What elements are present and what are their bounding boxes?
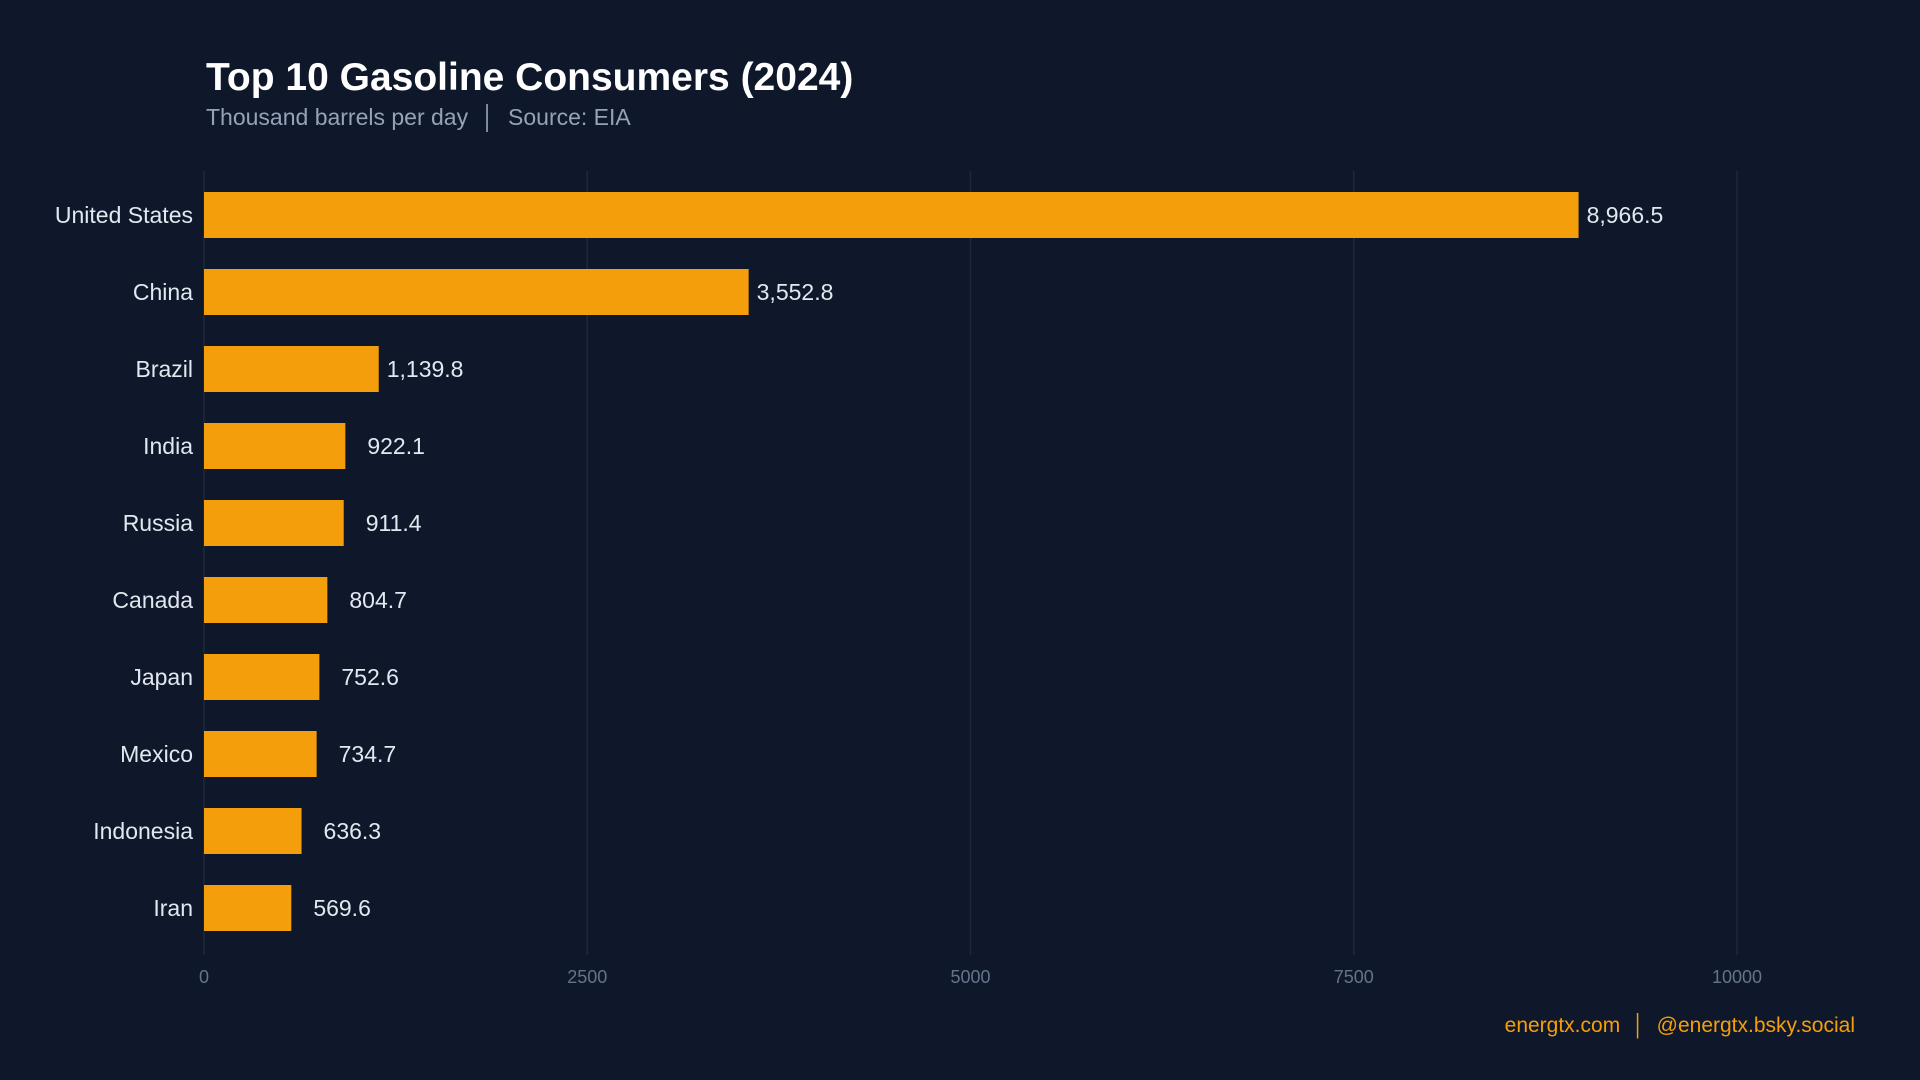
category-label: Russia <box>123 510 194 536</box>
bar <box>204 500 344 546</box>
category-label: Brazil <box>135 356 193 382</box>
category-label: Canada <box>112 587 193 613</box>
category-label: Indonesia <box>93 818 193 844</box>
bar <box>204 577 328 623</box>
bar <box>204 423 346 469</box>
data-label: 752.6 <box>341 664 399 690</box>
bar <box>204 731 317 777</box>
bar <box>204 808 302 854</box>
x-tick-label: 10000 <box>1712 967 1762 987</box>
x-tick-label: 7500 <box>1334 967 1374 987</box>
chart-subtitle: Thousand barrels per day │ Source: EIA <box>206 104 631 130</box>
data-label: 804.7 <box>349 587 407 613</box>
bar <box>204 269 749 315</box>
x-tick-label: 0 <box>199 967 209 987</box>
data-label: 569.6 <box>313 895 371 921</box>
bar <box>204 346 379 392</box>
data-label: 911.4 <box>366 510 422 536</box>
category-label: United States <box>55 202 193 228</box>
chart-title: Top 10 Gasoline Consumers (2024) <box>206 56 854 99</box>
category-label: China <box>133 279 193 305</box>
category-label: Mexico <box>120 741 193 767</box>
category-label: Iran <box>153 895 193 921</box>
data-label: 3,552.8 <box>757 279 834 305</box>
category-label: India <box>143 433 193 459</box>
bar <box>204 192 1579 238</box>
x-tick-label: 5000 <box>950 967 990 987</box>
data-label: 8,966.5 <box>1587 202 1664 228</box>
data-label: 734.7 <box>339 741 397 767</box>
x-tick-label: 2500 <box>567 967 607 987</box>
bar <box>204 654 320 700</box>
category-label: Japan <box>130 664 193 690</box>
data-label: 1,139.8 <box>387 356 464 382</box>
bar <box>204 885 292 931</box>
data-label: 922.1 <box>367 433 425 459</box>
data-label: 636.3 <box>324 818 382 844</box>
footer-credits: energtx.com │ @energtx.bsky.social <box>1504 1014 1855 1037</box>
